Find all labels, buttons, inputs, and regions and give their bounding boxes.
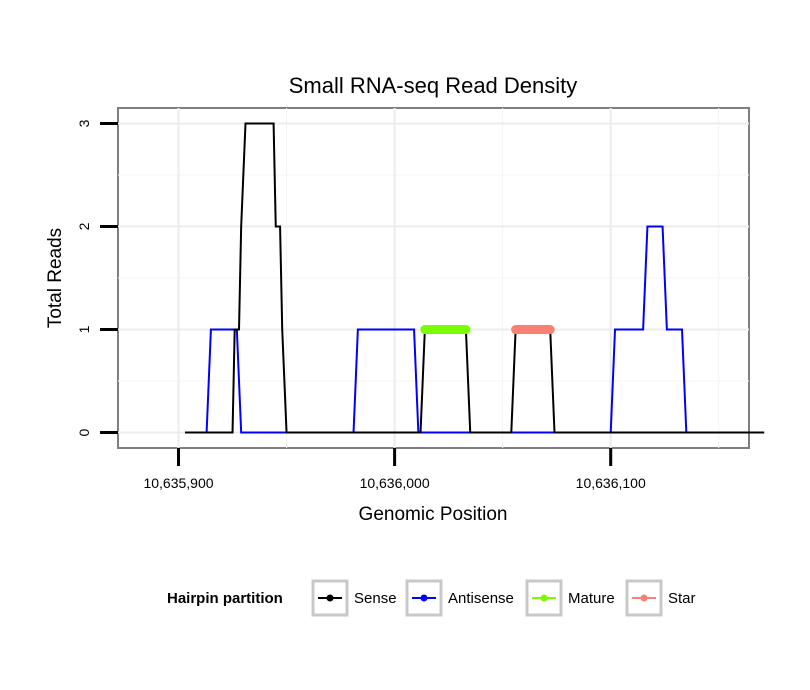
series-line-sense <box>184 122 765 434</box>
legend-key-dot <box>540 594 548 602</box>
legend-label-antisense: Antisense <box>448 590 514 607</box>
legend-key-dot <box>640 594 648 602</box>
x-axis-title: Genomic Position <box>359 504 508 525</box>
y-axis-title: Total Reads <box>45 228 66 328</box>
y-axis: 0 1 2 3 <box>76 119 118 436</box>
y-tick-label: 3 <box>76 119 92 127</box>
legend-label-star: Star <box>668 590 696 607</box>
y-tick-label: 2 <box>76 222 92 230</box>
chart-title: Small RNA-seq Read Density <box>289 73 578 98</box>
x-tick-label: 10,636,100 <box>576 475 646 491</box>
legend-title: Hairpin partition <box>167 590 283 607</box>
x-tick-label: 10,635,900 <box>143 475 213 491</box>
series-layer <box>184 122 765 434</box>
y-tick-label: 0 <box>76 428 92 436</box>
legend-label-mature: Mature <box>568 590 615 607</box>
legend-key-dot <box>326 594 334 602</box>
legend: Hairpin partition Sense Antisense Mature St… <box>167 579 696 617</box>
legend-label-sense: Sense <box>354 590 397 607</box>
x-tick-label: 10,636,000 <box>360 475 430 491</box>
legend-key-dot <box>420 594 428 602</box>
y-tick-label: 1 <box>76 325 92 333</box>
x-axis: 10,635,900 10,636,000 10,636,100 <box>143 448 646 491</box>
series-line-antisense <box>184 225 765 434</box>
